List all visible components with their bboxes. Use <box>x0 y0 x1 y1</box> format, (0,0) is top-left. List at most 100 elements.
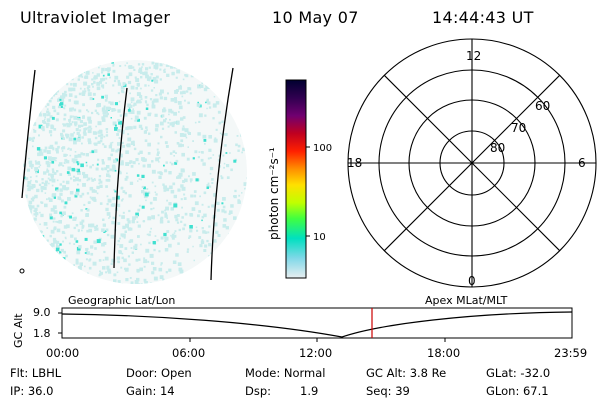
uv-speckle <box>167 125 170 128</box>
uv-speckle <box>33 209 36 212</box>
uv-speckle <box>218 154 221 157</box>
uv-speckle <box>137 80 139 82</box>
altitude-curve <box>61 311 573 338</box>
uv-speckle <box>119 244 124 248</box>
geo-caption: Geographic Lat/Lon <box>68 294 175 307</box>
uv-speckle <box>38 113 42 117</box>
uv-speckle <box>219 132 222 134</box>
uv-speckle <box>188 62 193 66</box>
uv-speckle <box>35 215 38 217</box>
uv-speckle <box>112 165 116 169</box>
uv-speckle <box>76 117 79 120</box>
uv-speckle <box>24 244 27 247</box>
uv-speckle <box>65 237 67 240</box>
uv-speckle <box>24 194 28 199</box>
uv-speckle <box>117 222 121 225</box>
uv-speckle <box>233 278 236 282</box>
uv-speckle <box>239 106 243 109</box>
uv-speckle <box>88 140 92 145</box>
uv-speckle <box>23 201 27 204</box>
uv-speckle <box>106 195 109 198</box>
uv-speckle <box>56 112 60 115</box>
uv-speckle <box>42 128 45 132</box>
uv-speckle <box>53 217 56 220</box>
uv-speckle <box>47 244 52 248</box>
uv-speckle <box>176 89 179 92</box>
uv-speckle <box>169 152 173 155</box>
uv-speckle <box>132 108 134 110</box>
uv-speckle <box>94 136 98 140</box>
uv-speckle <box>206 186 209 189</box>
uv-speckle <box>166 230 170 233</box>
uv-speckle <box>173 194 177 199</box>
uv-speckle <box>164 248 169 252</box>
uv-speckle <box>74 95 78 99</box>
uv-speckle <box>156 153 159 156</box>
uv-speckle <box>66 154 68 156</box>
uv-speckle <box>208 106 212 109</box>
uv-speckle <box>55 157 58 159</box>
uv-speckle <box>86 179 89 182</box>
uv-speckle <box>44 278 48 282</box>
uv-speckle <box>118 137 121 139</box>
uv-speckle <box>143 265 146 268</box>
uv-speckle <box>223 87 228 91</box>
uv-speckle <box>140 283 143 284</box>
uv-speckle <box>102 266 106 270</box>
uv-speckle <box>39 164 42 166</box>
uv-speckle <box>97 121 101 125</box>
uv-speckle <box>52 148 55 151</box>
uv-speckle <box>153 276 158 281</box>
uv-speckle <box>76 161 79 164</box>
uv-speckle <box>48 114 50 116</box>
uv-speckle <box>27 84 29 86</box>
uv-speckle <box>42 253 45 256</box>
uv-speckle <box>155 193 158 196</box>
uv-speckle <box>138 258 141 261</box>
uv-speckle <box>233 216 237 220</box>
uv-speckle <box>224 133 228 136</box>
uv-speckle <box>30 138 33 140</box>
uv-speckle <box>68 121 71 124</box>
uv-speckle <box>110 262 113 265</box>
uv-speckle <box>31 274 35 279</box>
uv-speckle <box>36 269 41 273</box>
uv-speckle <box>134 215 138 219</box>
uv-speckle <box>34 231 38 235</box>
uv-speckle <box>25 131 28 134</box>
uv-speckle <box>61 67 66 71</box>
uv-speckle <box>200 277 205 282</box>
uv-speckle <box>66 283 70 284</box>
uv-speckle <box>223 218 227 222</box>
uv-speckle <box>136 110 141 115</box>
uv-speckle <box>238 127 241 130</box>
uv-speckle <box>42 90 47 95</box>
uv-speckle <box>68 137 73 142</box>
uv-speckle <box>118 120 122 125</box>
time-tick-label: 06:00 <box>172 346 205 360</box>
uv-speckle <box>205 101 207 104</box>
uv-speckle <box>32 112 37 117</box>
uv-speckle <box>50 267 54 271</box>
uv-speckle <box>51 168 55 171</box>
uv-speckle <box>211 204 215 208</box>
uv-speckle <box>154 113 158 117</box>
uv-speckle <box>231 87 236 91</box>
uv-speckle <box>112 64 115 67</box>
uv-speckle <box>95 167 99 171</box>
uv-speckle <box>82 116 85 119</box>
uv-speckle <box>39 98 42 101</box>
uv-speckle <box>170 189 175 194</box>
uv-speckle <box>185 90 189 93</box>
uv-speckle <box>38 166 41 168</box>
uv-speckle <box>139 267 143 272</box>
uv-speckle <box>46 168 49 170</box>
uv-speckle <box>143 71 148 75</box>
uv-speckle <box>84 252 87 254</box>
uv-speckle <box>53 91 58 95</box>
uv-speckle <box>112 84 115 87</box>
uv-speckle <box>144 139 148 142</box>
uv-speckle <box>28 185 31 188</box>
uv-speckle <box>39 95 44 100</box>
uv-speckle <box>52 237 57 242</box>
